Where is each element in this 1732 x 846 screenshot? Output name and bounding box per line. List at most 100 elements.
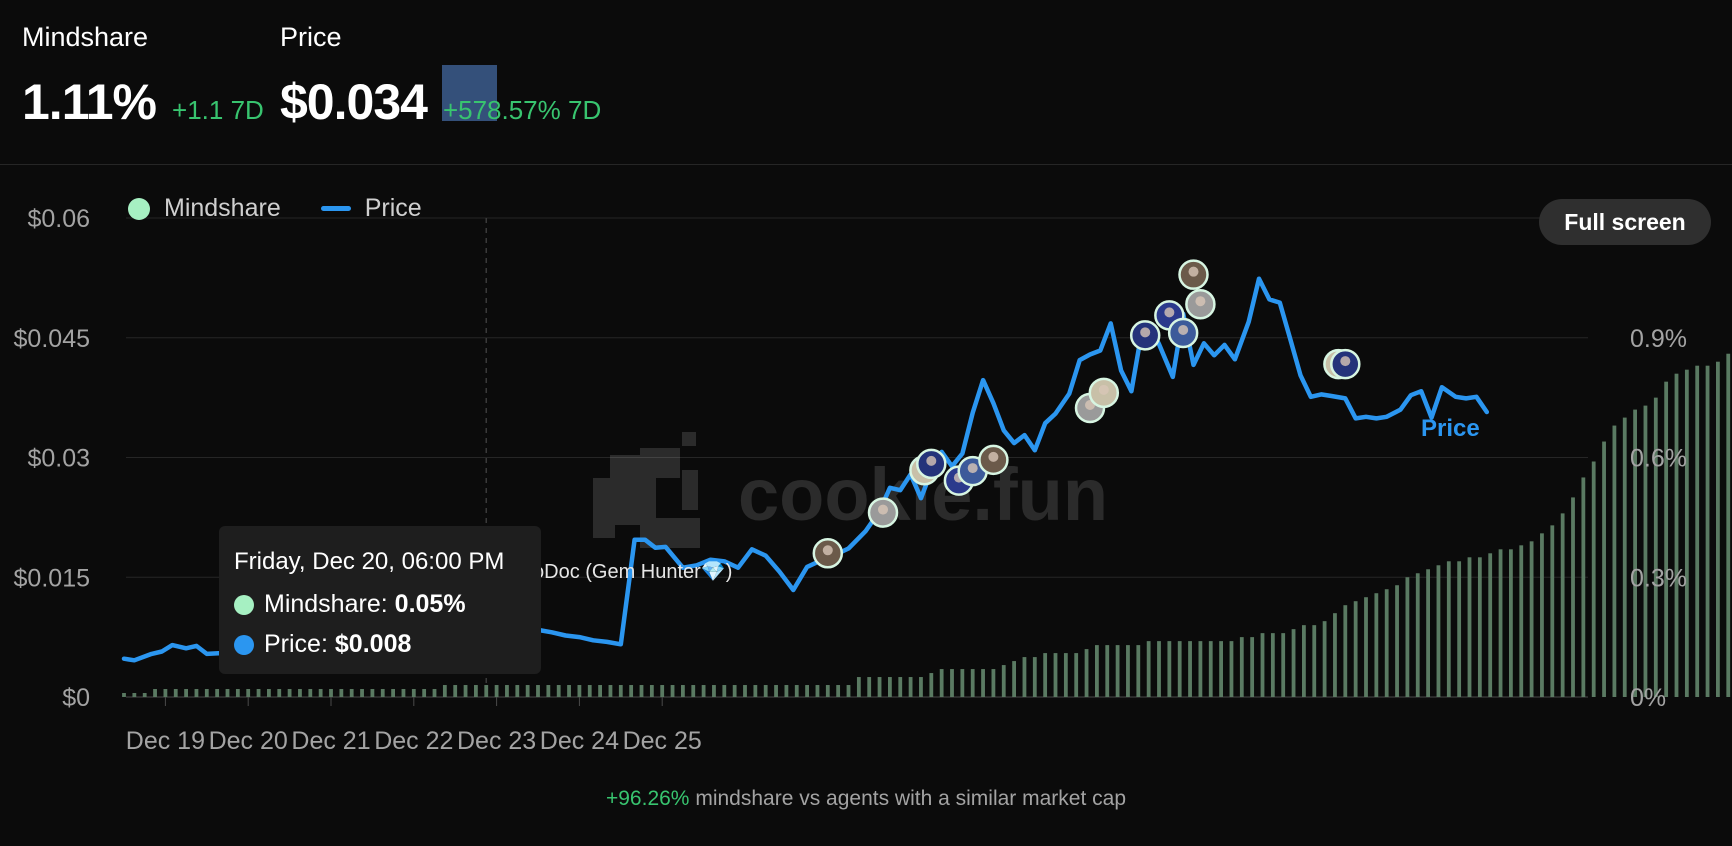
mindshare-bar <box>1705 365 1710 697</box>
mindshare-bar <box>919 677 923 697</box>
mindshare-bar <box>732 685 737 697</box>
mindshare-bar <box>277 689 282 697</box>
mindshare-bar <box>1457 561 1462 697</box>
mindshare-bar <box>981 669 985 697</box>
mindshare-bar <box>1581 477 1586 697</box>
y-left-tick-label: $0.03 <box>27 445 90 473</box>
legend-price[interactable]: Price <box>320 194 422 223</box>
mindshare-bar <box>1167 641 1172 697</box>
avatar-icon[interactable] <box>1185 288 1216 320</box>
mindshare-bar <box>1250 637 1255 697</box>
mindshare-bar <box>825 685 830 697</box>
avatar-annotation-label: oDoc (Gem Hunter💎) <box>533 561 732 583</box>
avatar-icon[interactable] <box>867 497 899 528</box>
mindshare-bar <box>670 685 675 697</box>
mindshare-bar <box>970 669 975 697</box>
mindshare-bar <box>712 685 716 697</box>
mindshare-bar <box>1364 597 1368 697</box>
tooltip-mindshare-value: 0.05% <box>394 590 466 618</box>
axes: $0 $0.015 $0.03 $0.045 $0.06 0% 0.3% 0.6% 0.9% De… <box>14 205 1687 755</box>
mindshare-bar <box>1633 409 1637 697</box>
mindshare-bar <box>939 669 944 697</box>
watermark-shape <box>610 455 656 525</box>
mindshare-bar <box>649 685 654 697</box>
mindshare-bar <box>1684 369 1689 697</box>
mindshare-bar <box>1415 573 1420 697</box>
avatar-face <box>1188 266 1199 277</box>
avatar-icon[interactable] <box>812 538 844 569</box>
mindshare-bar <box>1695 365 1700 697</box>
mindshare-bar <box>474 685 478 697</box>
avatar-face <box>988 451 999 462</box>
avatar-icon[interactable] <box>1178 259 1209 290</box>
mindshare-bar <box>1674 373 1679 697</box>
legend-mindshare[interactable]: Mindshare <box>128 194 281 223</box>
avatar-face <box>822 545 833 556</box>
x-tick-label: Dec 19 <box>126 727 205 755</box>
mindshare-bar <box>618 685 623 697</box>
x-tick-label: Dec 23 <box>457 727 536 755</box>
mindshare-bar <box>298 689 302 697</box>
mindshare-bar <box>432 689 437 697</box>
mindshare-bar <box>308 689 313 697</box>
mindshare-bar <box>1260 633 1265 697</box>
mindshare-bar <box>743 685 747 697</box>
watermark: cookie.fun <box>593 432 1108 548</box>
mindshare-bar <box>1571 497 1575 697</box>
mindshare-bar <box>411 689 416 697</box>
mindshare-bar <box>1395 585 1399 697</box>
footnote-change: +96.26% <box>605 787 690 810</box>
tooltip-price-dot <box>234 634 254 655</box>
avatar-icon[interactable] <box>1088 377 1120 409</box>
mindshare-bar <box>1022 657 1027 697</box>
avatar-icon[interactable] <box>1330 348 1361 380</box>
mindshare-bar <box>1095 645 1099 697</box>
mindshare-bar <box>1229 641 1234 697</box>
mindshare-bar <box>246 689 251 697</box>
mindshare-bar <box>1198 641 1203 697</box>
tooltip-mindshare-label: Mindshare: <box>264 590 388 618</box>
avatar-face <box>1195 296 1206 307</box>
mindshare-bar <box>763 685 768 697</box>
mindshare-bar <box>1302 625 1306 697</box>
fullscreen-button[interactable]: Full screen <box>1539 199 1711 245</box>
mindshare-bar <box>950 669 954 697</box>
mindshare-bar <box>1208 641 1213 697</box>
mindshare-change: +1.1 7D <box>172 95 264 125</box>
avatar-face <box>926 455 937 466</box>
mindshare-bar <box>805 685 809 697</box>
avatar-icon[interactable] <box>1129 320 1161 351</box>
mindshare-bar <box>1043 653 1048 697</box>
chart-tooltip: Friday, Dec 20, 06:00 PM Mindshare: 0.05… <box>219 526 541 674</box>
mindshare-bar <box>908 677 913 697</box>
mindshare-bar <box>173 689 178 697</box>
mindshare-bar <box>1353 601 1358 697</box>
mindshare-bar <box>1001 665 1006 697</box>
avatar-icon[interactable] <box>1167 317 1199 349</box>
mindshare-bar <box>856 677 861 697</box>
mindshare-bar <box>1126 645 1130 697</box>
avatar-icon[interactable] <box>978 444 1009 476</box>
x-tick-label: Dec 21 <box>291 727 370 755</box>
mindshare-value: 1.11% <box>22 74 157 130</box>
mindshare-bar <box>681 685 685 697</box>
mindshare-bar <box>339 689 344 697</box>
mindshare-title: Mindshare <box>22 22 149 52</box>
mindshare-bar <box>163 689 168 697</box>
mindshare-bar <box>370 689 375 697</box>
mindshare-bar <box>401 689 406 697</box>
mindshare-bar <box>194 689 199 697</box>
mindshare-bar <box>204 689 209 697</box>
stats-header: Mindshare 1.11% +1.1 7D Price $0.034 +57… <box>0 0 1732 165</box>
mindshare-bar <box>888 677 892 697</box>
x-tick-label: Dec 20 <box>209 727 288 755</box>
mindshare-bar <box>577 685 582 697</box>
avatar-face <box>1164 307 1175 318</box>
avatar-icon[interactable] <box>916 448 947 480</box>
mindshare-bar <box>1177 641 1182 697</box>
mindshare-bar <box>1498 549 1503 697</box>
avatar-face <box>1340 356 1351 367</box>
mindshare-metric: Mindshare 1.11% +1.1 7D <box>22 22 264 131</box>
mindshare-bars <box>122 353 1731 697</box>
